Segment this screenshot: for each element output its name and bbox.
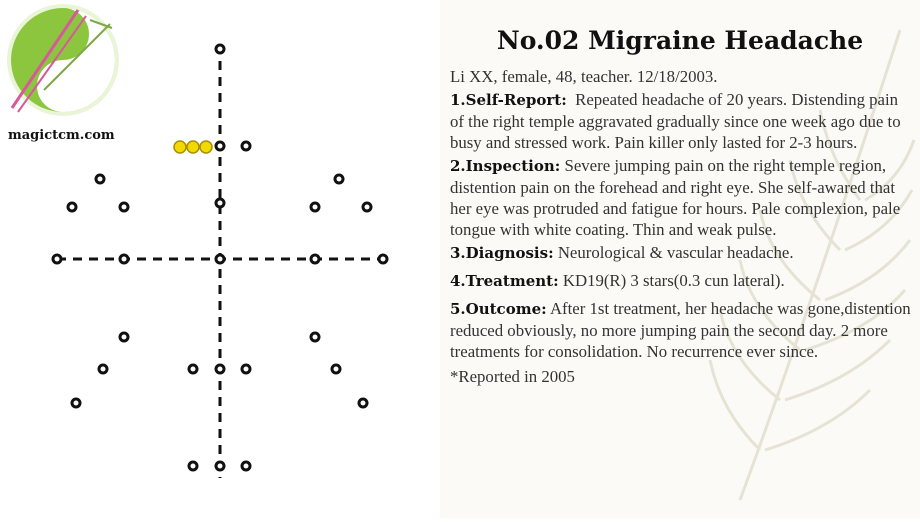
acupoint bbox=[118, 201, 130, 213]
section-diagnosis: 3.Diagnosis: Neurological & vascular hea… bbox=[450, 242, 914, 264]
acupoint bbox=[240, 460, 252, 472]
acupoint bbox=[118, 331, 130, 343]
acupoint bbox=[377, 253, 389, 265]
acupoint bbox=[214, 253, 226, 265]
acupoint bbox=[51, 253, 63, 265]
acupoint bbox=[309, 253, 321, 265]
acupoint bbox=[214, 140, 226, 152]
section-label: 1.Self-Report: bbox=[450, 91, 567, 109]
acupoint-diagram: magictcm.com bbox=[0, 0, 440, 518]
case-panel: No.02 Migraine Headache Li XX, female, 4… bbox=[440, 0, 920, 518]
section-label: 2.Inspection: bbox=[450, 157, 561, 175]
acupoint bbox=[357, 397, 369, 409]
section-label: 4.Treatment: bbox=[450, 272, 559, 290]
site-name: magictcm.com bbox=[8, 128, 115, 143]
acupoint bbox=[97, 363, 109, 375]
acupoint-chart bbox=[51, 43, 389, 478]
acupoint bbox=[118, 253, 130, 265]
acupoint bbox=[94, 173, 106, 185]
footnote: *Reported in 2005 bbox=[450, 367, 575, 386]
acupoint bbox=[214, 197, 226, 209]
fern-watermark-icon bbox=[708, 29, 916, 501]
acupoint bbox=[214, 43, 226, 55]
section-text: Severe jumping pain on the right temple … bbox=[450, 156, 901, 239]
section-label: 3.Diagnosis: bbox=[450, 244, 554, 262]
acupoint bbox=[330, 363, 342, 375]
treatment-point bbox=[173, 140, 187, 154]
section-text: Repeated headache of 20 years. Distendin… bbox=[450, 90, 901, 152]
section-text: After 1st treatment, her headache was go… bbox=[450, 299, 911, 361]
section-self-report: 1.Self-Report: Repeated headache of 20 y… bbox=[450, 89, 914, 153]
case-text: Li XX, female, 48, teacher. 12/18/2003. … bbox=[450, 66, 914, 389]
acupoint bbox=[309, 201, 321, 213]
acupoint bbox=[66, 201, 78, 213]
acupoint bbox=[187, 460, 199, 472]
acupoint bbox=[333, 173, 345, 185]
treatment-point bbox=[199, 140, 213, 154]
acupoint bbox=[240, 363, 252, 375]
logo bbox=[0, 0, 130, 125]
patient-info: Li XX, female, 48, teacher. 12/18/2003. bbox=[450, 67, 718, 86]
acupoint bbox=[214, 363, 226, 375]
section-text: KD19(R) 3 stars(0.3 cun lateral). bbox=[562, 271, 785, 290]
acupoint bbox=[309, 331, 321, 343]
section-text: Neurological & vascular headache. bbox=[557, 243, 794, 262]
acupoint bbox=[361, 201, 373, 213]
acupoint bbox=[70, 397, 82, 409]
acupoint bbox=[187, 363, 199, 375]
section-treatment: 4.Treatment: KD19(R) 3 stars(0.3 cun lat… bbox=[450, 270, 914, 292]
treatment-point bbox=[186, 140, 200, 154]
section-label: 5.Outcome: bbox=[450, 300, 547, 318]
logo-icon bbox=[7, 4, 119, 116]
section-inspection: 2.Inspection: Severe jumping pain on the… bbox=[450, 155, 914, 240]
acupoint bbox=[240, 140, 252, 152]
section-outcome: 5.Outcome: After 1st treatment, her head… bbox=[450, 298, 914, 362]
page-title: No.02 Migraine Headache bbox=[496, 26, 864, 55]
acupoint bbox=[214, 460, 226, 472]
